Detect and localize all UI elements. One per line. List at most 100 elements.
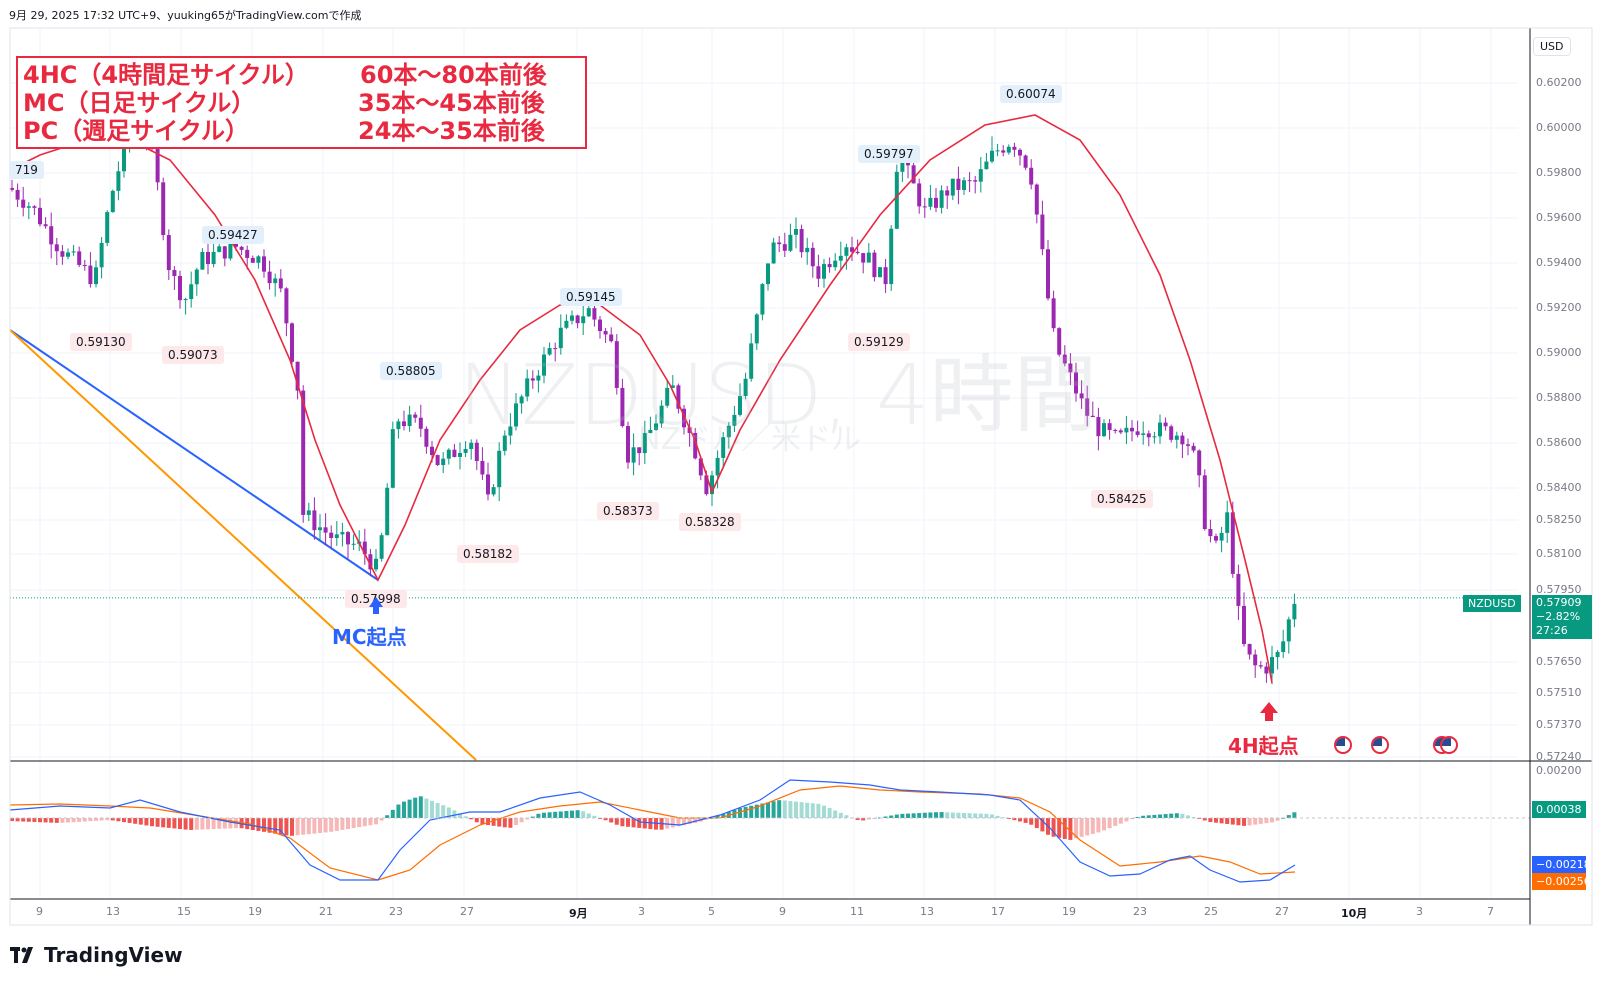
candle-body xyxy=(116,171,121,191)
macd-histogram-bar xyxy=(530,816,535,818)
candle-body xyxy=(256,256,261,263)
macd-histogram-bar xyxy=(542,812,546,818)
candle-body xyxy=(1158,422,1162,437)
candle-body xyxy=(340,532,345,535)
time-tick-label: 13 xyxy=(920,905,934,918)
candle-body xyxy=(88,265,93,285)
macd-histogram-bar xyxy=(995,815,1000,818)
us-event-flag-icon[interactable] xyxy=(1334,736,1352,754)
macd-histogram-bar xyxy=(150,818,154,827)
price-tick-label: 0.59000 xyxy=(1536,346,1582,359)
macd-histogram-bar xyxy=(990,814,994,818)
cycle-annotation-box[interactable]: 4HC（4時間足サイクル） 60本〜80本前後 MC（日足サイクル） 35本〜4… xyxy=(16,56,587,149)
macd-histogram-bar xyxy=(1034,818,1039,829)
candle-body xyxy=(178,276,182,301)
swing-high-label: 0.58805 xyxy=(380,362,442,380)
candle-body xyxy=(614,341,619,388)
candle-body xyxy=(766,263,770,285)
time-tick-label: 23 xyxy=(1133,905,1147,918)
macd-histogram-bar xyxy=(66,818,70,823)
candle-body xyxy=(323,527,328,533)
macd-histogram-bar xyxy=(822,805,826,818)
mc-start-label: MC起点 xyxy=(332,625,407,649)
swing-low-label: 0.59129 xyxy=(848,333,910,351)
us-event-flag-icon[interactable] xyxy=(1371,736,1389,754)
macd-histogram-bar xyxy=(1001,817,1006,819)
macd-histogram-bar xyxy=(77,818,82,822)
candle-body xyxy=(38,207,42,225)
candle-body xyxy=(1174,435,1179,440)
macd-histogram-bar xyxy=(502,818,507,828)
macd-histogram-bar xyxy=(491,818,496,826)
macd-histogram-bar xyxy=(743,806,748,818)
macd-histogram-bar xyxy=(290,818,294,836)
candle-body xyxy=(245,249,250,258)
candle-body xyxy=(26,206,31,208)
cycle-arc xyxy=(9,114,1273,684)
candle-body xyxy=(110,190,115,213)
price-change: −2.82% xyxy=(1536,610,1581,623)
macd-histogram-bar xyxy=(553,811,558,818)
candle-body xyxy=(715,457,720,476)
swing-high-label: 0.59145 xyxy=(560,288,622,306)
macd-histogram-bar xyxy=(323,818,328,833)
candle-body xyxy=(990,150,994,162)
candle-body xyxy=(318,527,322,531)
time-tick-label: 9月 xyxy=(569,907,588,920)
candle-body xyxy=(648,429,653,434)
candle-body xyxy=(267,271,272,284)
h4-start-label: 4H起点 xyxy=(1228,734,1299,758)
candle-body xyxy=(458,452,462,457)
macd-histogram-bar xyxy=(1214,818,1218,823)
macd-histogram-bar xyxy=(346,818,350,829)
candle-body xyxy=(514,403,518,427)
macd-histogram-bar xyxy=(917,813,922,818)
macd-histogram-bar xyxy=(721,813,726,818)
macd-histogram-bar xyxy=(570,810,574,818)
macd-histogram-bar xyxy=(82,818,87,822)
candle-body xyxy=(866,252,871,263)
macd-histogram-bar xyxy=(810,803,815,818)
macd-histogram-bar xyxy=(301,818,306,835)
candle-body xyxy=(1253,654,1258,666)
candle-body xyxy=(474,442,479,461)
candle-body xyxy=(491,487,496,495)
currency-button[interactable]: USD xyxy=(1533,37,1571,56)
tradingview-logo[interactable]: TradingView xyxy=(10,943,183,967)
candle-body xyxy=(15,189,20,200)
macd-histogram-bar xyxy=(396,804,401,818)
macd-histogram-bar xyxy=(665,818,670,829)
macd-histogram-bar xyxy=(1051,818,1056,837)
macd-histogram-bar xyxy=(1018,818,1022,822)
macd-histogram-bar xyxy=(1107,818,1112,829)
macd-line-tag: −0.00218 xyxy=(1532,856,1591,873)
us-event-flag-icon[interactable] xyxy=(1440,736,1458,754)
macd-histogram-bar xyxy=(1130,818,1134,820)
macd-histogram-bar xyxy=(637,818,642,828)
macd-histogram-bar xyxy=(950,812,955,818)
candle-body xyxy=(687,427,692,434)
candle-body xyxy=(49,226,54,245)
macd-histogram-bar xyxy=(99,818,104,821)
candle-body xyxy=(799,228,804,253)
candle-body xyxy=(385,487,390,536)
macd-histogram-bar xyxy=(267,818,272,833)
macd-histogram-bar xyxy=(413,797,418,818)
candle-body xyxy=(250,257,255,263)
last-price-tag: 0.57909 −2.82% 27:26 xyxy=(1532,595,1592,639)
macd-histogram-bar xyxy=(889,815,894,818)
candle-body xyxy=(463,448,468,453)
macd-histogram-bar xyxy=(799,802,804,818)
candle-body xyxy=(586,308,591,317)
candle-body xyxy=(1068,363,1073,373)
candle-body xyxy=(105,212,110,243)
macd-histogram-bar xyxy=(402,801,406,818)
macd-histogram-bar xyxy=(318,818,322,833)
macd-histogram-bar xyxy=(306,818,311,835)
candle-body xyxy=(1202,475,1207,530)
macd-histogram-bar xyxy=(138,818,143,825)
time-tick-label: 19 xyxy=(248,905,262,918)
macd-histogram-bar xyxy=(122,818,126,823)
macd-histogram-bar xyxy=(463,816,468,818)
